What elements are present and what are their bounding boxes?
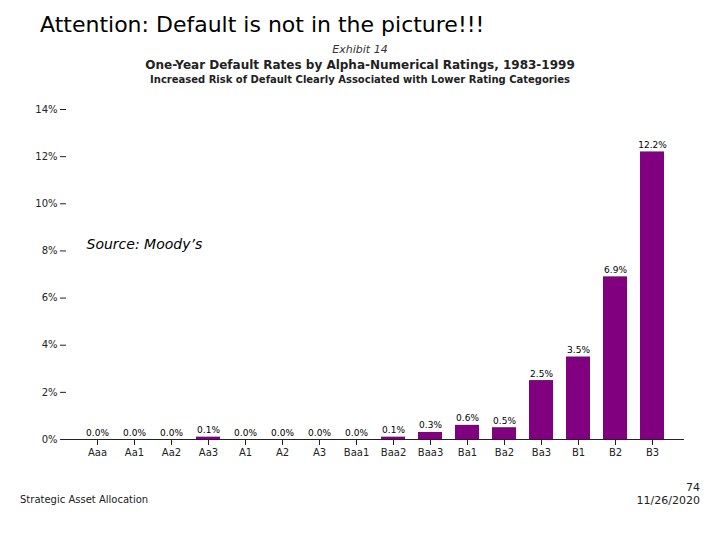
svg-text:12.2%: 12.2%	[638, 140, 667, 150]
svg-text:Aa1: Aa1	[125, 447, 144, 458]
html-text:Exhibit 14: Exhibit 14	[332, 43, 388, 56]
html-text:11/26/2020: 11/26/2020	[636, 494, 700, 507]
svg-text:8%: 8%	[42, 245, 58, 256]
html-text:One-Year Default Rates by Alph: One-Year Default Rates by Alpha-Numerica…	[145, 58, 575, 72]
svg-text:Ba1: Ba1	[458, 447, 477, 458]
svg-text:0.0%: 0.0%	[345, 428, 368, 438]
svg-text:A1: A1	[239, 447, 252, 458]
svg-text:0.0%: 0.0%	[234, 428, 257, 438]
svg-text:3.5%: 3.5%	[567, 345, 590, 355]
svg-text:Aa2: Aa2	[162, 447, 181, 458]
svg-text:0.1%: 0.1%	[382, 425, 405, 435]
svg-text:Ba3: Ba3	[532, 447, 551, 458]
html-text:Increased Risk of Default Clea: Increased Risk of Default Clearly Associ…	[150, 74, 570, 85]
svg-text:0.3%: 0.3%	[419, 420, 442, 430]
svg-text:0.6%: 0.6%	[456, 413, 479, 423]
svg-text:12%: 12%	[35, 151, 57, 162]
svg-text:Baa3: Baa3	[418, 447, 443, 458]
svg-text:Source: Moody’s: Source: Moody’s	[87, 236, 203, 252]
svg-text:B2: B2	[609, 447, 622, 458]
svg-text:2.5%: 2.5%	[530, 369, 553, 379]
svg-text:0.0%: 0.0%	[160, 428, 183, 438]
svg-text:6%: 6%	[42, 292, 58, 303]
svg-text:0%: 0%	[42, 434, 58, 445]
svg-text:Aaa: Aaa	[88, 447, 107, 458]
svg-text:0.5%: 0.5%	[493, 416, 516, 426]
svg-text:Baa1: Baa1	[344, 447, 369, 458]
svg-text:A2: A2	[276, 447, 289, 458]
svg-text:0.0%: 0.0%	[123, 428, 146, 438]
html-text:Attention: Default is not in t: Attention: Default is not in the picture…	[40, 12, 485, 37]
svg-text:2%: 2%	[42, 387, 58, 398]
svg-text:0.0%: 0.0%	[86, 428, 109, 438]
svg-text:Ba2: Ba2	[495, 447, 514, 458]
svg-text:0.0%: 0.0%	[308, 428, 331, 438]
svg-text:Aa3: Aa3	[199, 447, 218, 458]
svg-text:0.0%: 0.0%	[271, 428, 294, 438]
html-text:Strategic Asset Allocation: Strategic Asset Allocation	[20, 494, 149, 505]
svg-text:4%: 4%	[42, 339, 58, 350]
svg-text:B3: B3	[646, 447, 659, 458]
svg-text:Baa2: Baa2	[381, 447, 406, 458]
svg-text:B1: B1	[572, 447, 585, 458]
svg-text:A3: A3	[313, 447, 326, 458]
svg-text:0.1%: 0.1%	[197, 425, 220, 435]
html-text:74: 74	[686, 481, 700, 494]
svg-text:6.9%: 6.9%	[604, 265, 627, 275]
svg-text:14%: 14%	[35, 104, 57, 115]
svg-text:10%: 10%	[35, 198, 57, 209]
